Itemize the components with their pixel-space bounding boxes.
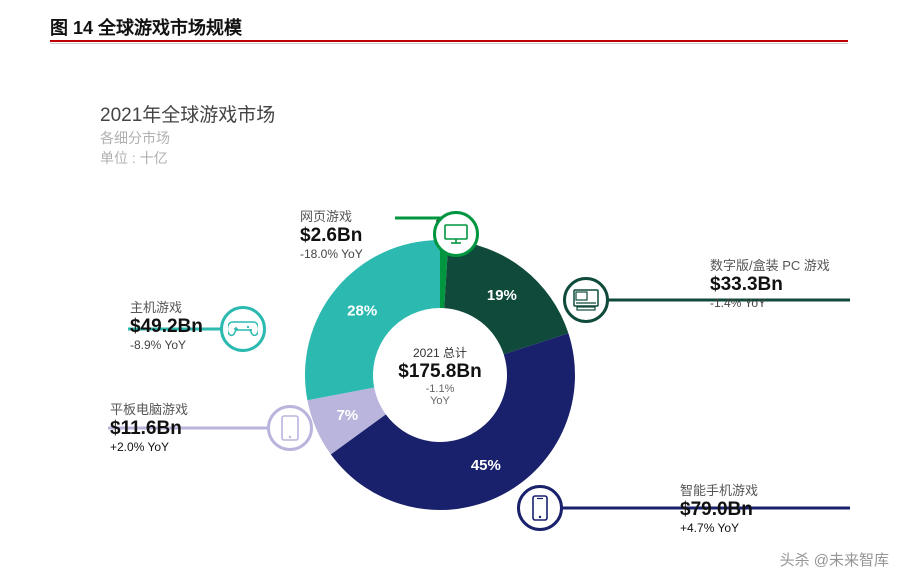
callout-tablet-value: $11.6Bn [110, 418, 188, 440]
tablet-icon [267, 405, 313, 451]
donut-pct-phone: 45% [471, 457, 501, 474]
phone-icon [517, 485, 563, 531]
callout-browser: 网页游戏 $2.6Bn -18.0% YoY [300, 206, 363, 261]
center-yoy1: -1.1% [426, 383, 455, 395]
callout-phone-yoy: +4.7% YoY [680, 521, 758, 535]
callout-phone-value: $79.0Bn [680, 499, 758, 521]
callout-console-label: 主机游戏 [130, 297, 203, 316]
pc-icon [563, 277, 609, 323]
center-yoy2: YoY [430, 395, 450, 407]
console-icon [220, 306, 266, 352]
callout-tablet-label: 平板电脑游戏 [110, 399, 188, 418]
callout-pc-value: $33.3Bn [710, 274, 830, 296]
donut-pct-tablet: 7% [336, 407, 358, 424]
callout-phone-label: 智能手机游戏 [680, 480, 758, 499]
callout-tablet: 平板电脑游戏 $11.6Bn +2.0% YoY [110, 399, 188, 454]
callout-tablet-yoy: +2.0% YoY [110, 440, 188, 454]
callout-console-value: $49.2Bn [130, 316, 203, 338]
callout-browser-yoy: -18.0% YoY [300, 247, 363, 261]
center-title: 2021 总计 [413, 344, 467, 361]
callout-console: 主机游戏 $49.2Bn -8.9% YoY [130, 297, 203, 352]
callout-browser-value: $2.6Bn [300, 225, 363, 247]
callout-pc-yoy: -1.4% YoY [710, 296, 830, 310]
center-value: $175.8Bn [398, 361, 481, 383]
donut-pct-pc: 19% [487, 287, 517, 304]
watermark: 头杀 @未来智库 [780, 549, 889, 570]
callout-console-yoy: -8.9% YoY [130, 338, 203, 352]
donut-pct-console: 28% [347, 303, 377, 320]
callout-pc: 数字版/盒装 PC 游戏 $33.3Bn -1.4% YoY [710, 255, 830, 310]
callout-phone: 智能手机游戏 $79.0Bn +4.7% YoY [680, 480, 758, 535]
callout-browser-label: 网页游戏 [300, 206, 363, 225]
callout-pc-label: 数字版/盒装 PC 游戏 [710, 255, 830, 274]
donut-center: 2021 总计 $175.8Bn -1.1% YoY [375, 310, 505, 440]
browser-icon [433, 211, 479, 257]
